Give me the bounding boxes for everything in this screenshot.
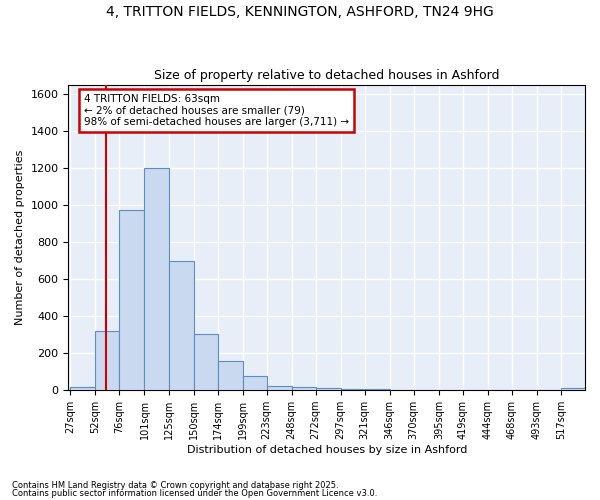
Bar xyxy=(242,376,266,390)
Text: Contains HM Land Registry data © Crown copyright and database right 2025.: Contains HM Land Registry data © Crown c… xyxy=(12,481,338,490)
Bar xyxy=(292,388,316,390)
Bar xyxy=(218,360,242,390)
Bar xyxy=(119,210,145,390)
Bar xyxy=(561,388,585,390)
Bar xyxy=(95,331,119,390)
Bar xyxy=(266,386,292,390)
Title: Size of property relative to detached houses in Ashford: Size of property relative to detached ho… xyxy=(154,69,499,82)
Bar xyxy=(169,260,194,390)
Bar xyxy=(194,334,218,390)
Text: 4 TRITTON FIELDS: 63sqm
← 2% of detached houses are smaller (79)
98% of semi-det: 4 TRITTON FIELDS: 63sqm ← 2% of detached… xyxy=(84,94,349,127)
Text: 4, TRITTON FIELDS, KENNINGTON, ASHFORD, TN24 9HG: 4, TRITTON FIELDS, KENNINGTON, ASHFORD, … xyxy=(106,5,494,19)
Bar xyxy=(145,168,169,390)
X-axis label: Distribution of detached houses by size in Ashford: Distribution of detached houses by size … xyxy=(187,445,467,455)
Bar xyxy=(316,388,341,390)
Bar xyxy=(70,386,95,390)
Y-axis label: Number of detached properties: Number of detached properties xyxy=(15,150,25,325)
Text: Contains public sector information licensed under the Open Government Licence v3: Contains public sector information licen… xyxy=(12,488,377,498)
